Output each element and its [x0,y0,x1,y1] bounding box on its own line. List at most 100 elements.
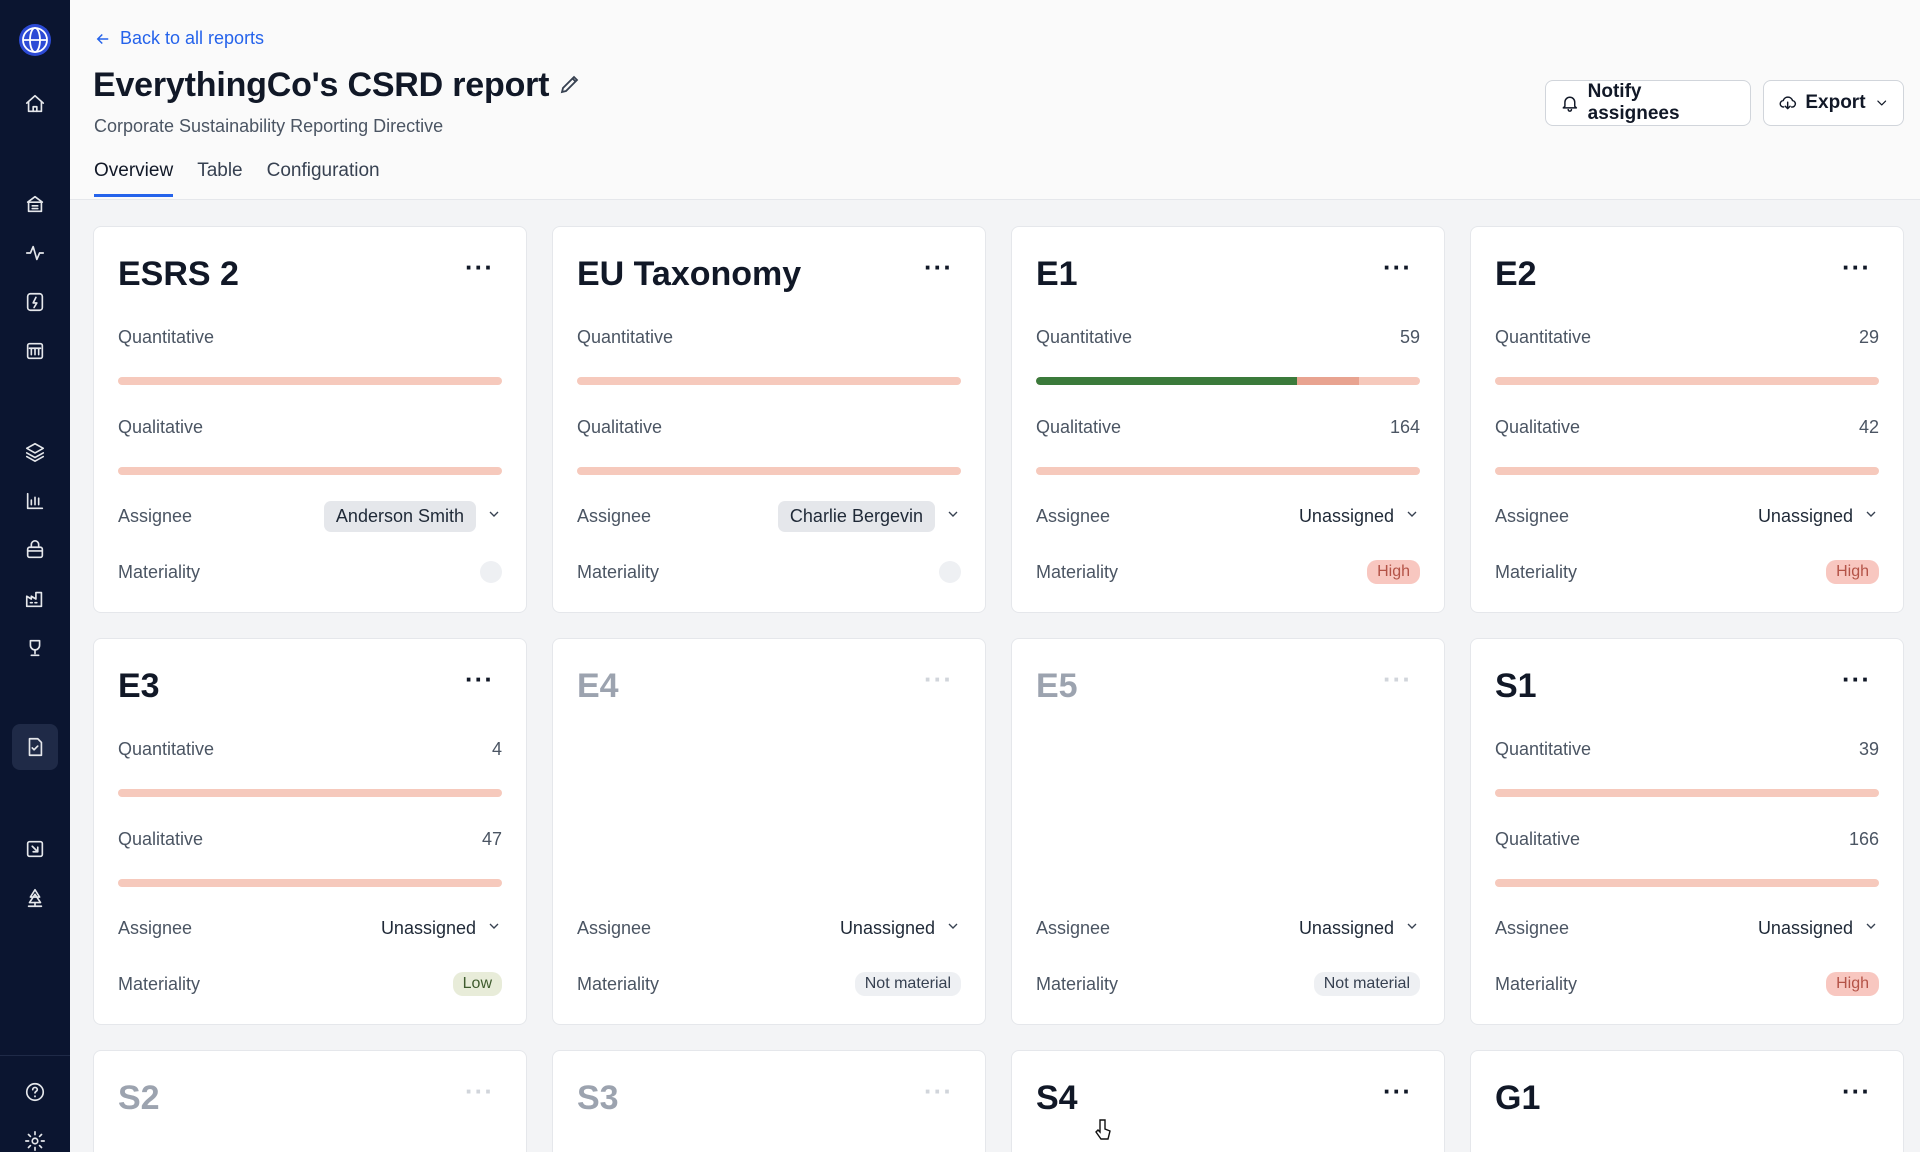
export-button[interactable]: Export [1763,80,1904,126]
table-icon[interactable] [22,338,48,364]
more-options-icon[interactable]: ··· [1383,252,1412,282]
materiality-label: Materiality [118,561,201,582]
section-card[interactable]: E1 ··· Quantitative 59 Qualitative 164 As… [1011,226,1445,613]
card-title: E4 [577,667,619,705]
materiality-badge[interactable]: High [1367,560,1420,584]
card-title: G1 [1495,1079,1541,1117]
materiality-badge[interactable]: Not material [854,972,961,996]
factory-icon[interactable] [22,586,48,612]
assignee-select[interactable]: Unassigned [1758,918,1879,939]
more-options-icon[interactable]: ··· [465,1076,494,1106]
assignee-select[interactable]: Unassigned [1758,506,1879,527]
help-icon[interactable] [22,1079,48,1105]
settings-icon[interactable] [22,1128,48,1152]
tree-icon[interactable] [22,885,48,911]
qualitative-count: 42 [1858,417,1879,437]
tab-configuration[interactable]: Configuration [266,160,380,181]
quantitative-label: Quantitative [1495,327,1592,347]
qualitative-row: Qualitative 47 [118,829,502,850]
tab-overview[interactable]: Overview [94,160,174,197]
section-card[interactable]: ESRS 2 ··· Quantitative Qualitative Assig… [93,226,527,613]
building-icon[interactable] [22,191,48,217]
section-card[interactable]: EU Taxonomy ··· Quantitative Qualitative … [552,226,986,613]
chevron-down-icon [1863,918,1879,939]
quantitative-progress-bar [118,789,502,797]
more-options-icon[interactable]: ··· [465,252,494,282]
assignee-select[interactable]: Unassigned [381,918,502,939]
materiality-row: Materiality High [1036,557,1420,587]
report-icon[interactable] [22,734,48,760]
materiality-badge[interactable] [480,561,502,583]
sidebar [0,0,70,1152]
qualitative-row: Qualitative 166 [1495,829,1879,850]
section-card[interactable]: S4 ··· [1011,1050,1445,1152]
more-options-icon[interactable]: ··· [924,1076,953,1106]
card-title: E2 [1495,255,1537,293]
quantitative-count: 39 [1858,739,1879,759]
import-icon[interactable] [22,836,48,862]
quantitative-count: 29 [1858,327,1879,347]
tab-table[interactable]: Table [197,160,243,181]
assignee-select[interactable]: Anderson Smith [323,500,502,532]
quantitative-progress-bar [1495,789,1879,797]
section-card[interactable]: E5 ··· Assignee Unassigned Materiality No… [1011,638,1445,1025]
assignee-value: Anderson Smith [323,500,476,532]
layers-icon[interactable] [22,439,48,465]
more-options-icon[interactable]: ··· [1842,664,1871,694]
section-card[interactable]: E2 ··· Quantitative 29 Qualitative 42 Ass… [1470,226,1904,613]
chart-icon[interactable] [22,488,48,514]
more-options-icon[interactable]: ··· [1842,1076,1871,1106]
chevron-down-icon [1404,918,1420,939]
quantitative-row: Quantitative 29 [1495,327,1879,348]
section-card[interactable]: E3 ··· Quantitative 4 Qualitative 47 Assi… [93,638,527,1025]
materiality-label: Materiality [577,973,660,994]
assignee-select[interactable]: Unassigned [840,918,961,939]
assignee-select[interactable]: Unassigned [1299,918,1420,939]
globe-logo-icon[interactable] [17,22,53,58]
basket-icon[interactable] [22,537,48,563]
assignee-select[interactable]: Unassigned [1299,506,1420,527]
qualitative-row: Qualitative [577,417,961,438]
activity-icon[interactable] [22,240,48,266]
materiality-label: Materiality [1495,973,1578,994]
materiality-badge[interactable] [939,561,961,583]
qualitative-label: Qualitative [1495,417,1581,437]
qualitative-label: Qualitative [1495,829,1581,849]
quantitative-progress-bar [1036,377,1420,385]
notify-assignees-button[interactable]: Notify assignees [1545,80,1751,126]
pencil-icon[interactable] [558,72,584,98]
assignee-value: Unassigned [839,917,935,938]
assignee-row: Assignee Anderson Smith [118,498,502,534]
section-card[interactable]: S2 ··· [93,1050,527,1152]
more-options-icon[interactable]: ··· [1383,664,1412,694]
qualitative-progress-bar [1495,467,1879,475]
materiality-badge[interactable]: High [1826,972,1879,996]
pointer-cursor-icon [1095,1119,1111,1140]
file-icon[interactable] [22,289,48,315]
materiality-badge[interactable]: High [1826,560,1879,584]
trophy-icon[interactable] [22,635,48,661]
quantitative-label: Quantitative [1036,327,1133,347]
qualitative-label: Qualitative [577,417,663,437]
more-options-icon[interactable]: ··· [924,252,953,282]
materiality-badge[interactable]: Low [452,972,502,996]
section-card[interactable]: S1 ··· Quantitative 39 Qualitative 166 As… [1470,638,1904,1025]
chevron-down-icon [1404,506,1420,527]
more-options-icon[interactable]: ··· [465,664,494,694]
home-icon[interactable] [22,91,48,117]
assignee-select[interactable]: Charlie Bergevin [777,500,961,532]
assignee-row: Assignee Unassigned [1036,910,1420,946]
arrow-left-icon [96,33,109,44]
section-card[interactable]: E4 ··· Assignee Unassigned Materiality No… [552,638,986,1025]
more-options-icon[interactable]: ··· [924,664,953,694]
more-options-icon[interactable]: ··· [1842,252,1871,282]
section-card[interactable]: G1 ··· [1470,1050,1904,1152]
section-card[interactable]: S3 ··· [552,1050,986,1152]
materiality-badge[interactable]: Not material [1313,972,1420,996]
tab-bar: Overview Table Configuration [94,160,380,197]
materiality-row: Materiality Not material [1036,969,1420,999]
assignee-value: Unassigned [1757,917,1853,938]
assignee-row: Assignee Unassigned [118,910,502,946]
more-options-icon[interactable]: ··· [1383,1076,1412,1106]
back-link[interactable]: Back to all reports [94,28,264,49]
